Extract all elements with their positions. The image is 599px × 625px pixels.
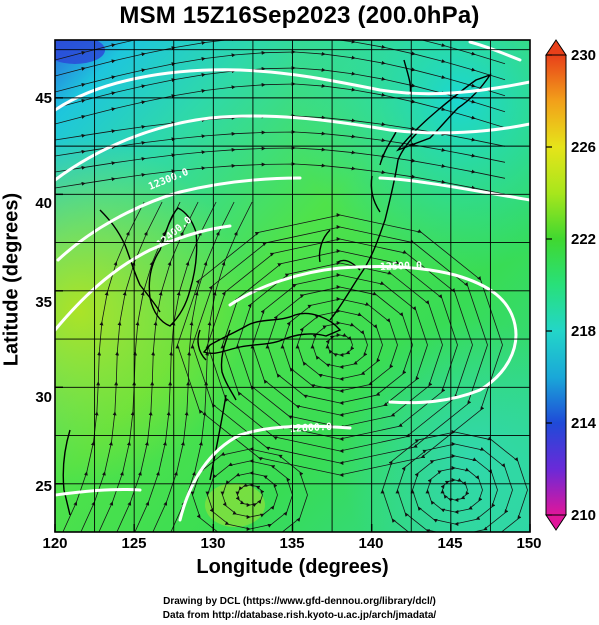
contour-lines (55, 40, 530, 522)
x-tick-label: 130 (200, 535, 226, 552)
colorbar-top-triangle (545, 39, 567, 56)
x-tick-label: 145 (437, 535, 463, 552)
streamline (380, 430, 528, 532)
map-title: MSM 15Z16Sep2023 (200.0hPa) (119, 2, 480, 29)
y-tick-label: 45 (35, 90, 52, 107)
contour-label-12500: 12500.0 (380, 261, 423, 273)
contour-label-12600: 12600.0 (290, 422, 333, 435)
x-tick-label: 125 (121, 535, 147, 552)
x-tick-label: 120 (42, 535, 68, 552)
y-tick-label: 30 (35, 389, 52, 406)
colorbar-tick-label: 230 (571, 47, 597, 64)
credit-data: Data from http://database.rish.kyoto-u.a… (162, 610, 437, 621)
x-tick-label: 140 (358, 535, 384, 552)
colorbar (545, 39, 567, 531)
x-tick-label: 135 (279, 535, 305, 552)
y-tick-label: 35 (35, 294, 52, 311)
colorbar-body (545, 54, 567, 516)
coastlines (62, 59, 492, 516)
colorbar-tick-label: 210 (571, 507, 597, 524)
streamline (55, 81, 506, 129)
colorbar-tick-label: 222 (571, 231, 597, 248)
x-tick-label: 150 (516, 535, 542, 552)
y-axis-label: Latitude (degrees) (0, 192, 23, 367)
x-axis-label: Longitude (degrees) (196, 556, 389, 578)
streamline (55, 161, 506, 195)
credit-drawing: Drawing by DCL (https://www.gfd-dennou.o… (163, 596, 436, 607)
colorbar-tick-label: 214 (571, 415, 597, 432)
colorbar-bottom-triangle (545, 514, 567, 531)
y-tick-label: 40 (35, 195, 52, 212)
plot-area (55, 40, 530, 532)
streamline (170, 201, 253, 532)
colorbar-tick-label: 226 (571, 139, 597, 156)
colorbar-tick-label: 218 (571, 323, 597, 340)
y-tick-label: 25 (35, 478, 52, 495)
graticule (55, 40, 530, 532)
